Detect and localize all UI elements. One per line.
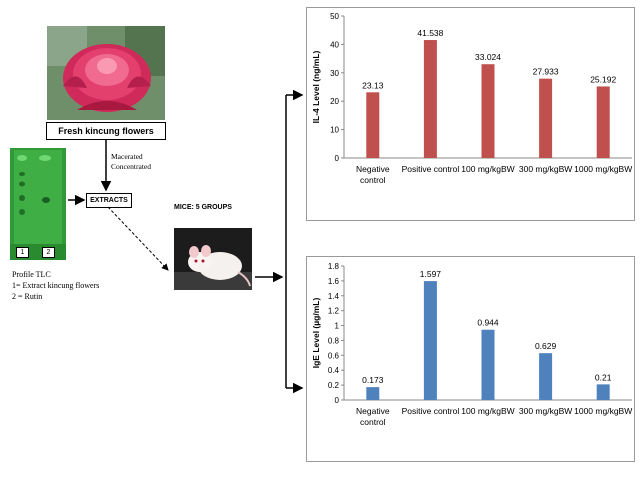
tlc-lane-1: 1 xyxy=(16,247,29,258)
il4-y-tick-label: 10 xyxy=(330,126,339,135)
il4-y-tick-label: 20 xyxy=(330,97,339,106)
ige-chart: 0 0.2 0.4 0.6 0.8 1 1.2 1.4 1.6 1.8 IgE Level (µg/… xyxy=(306,256,635,462)
ige-y-axis-label: IgE Level (µg/mL) xyxy=(311,298,321,369)
ige-category-label: 100 mg/kgBW xyxy=(461,406,514,416)
il4-y-tick-label: 0 xyxy=(335,154,340,163)
ige-y-tick-label: 0.4 xyxy=(328,366,340,375)
ige-y-tick-label: 1.6 xyxy=(328,277,340,286)
il4-category-label: Positive control xyxy=(402,164,460,174)
ige-category-label: Negative xyxy=(356,406,390,416)
ige-y-tick-label: 0.6 xyxy=(328,351,340,360)
ige-y-tick-label: 0.2 xyxy=(328,381,340,390)
il4-category-label: 300 mg/kgBW xyxy=(519,164,572,174)
tlc-lane-2: 2 xyxy=(42,247,55,258)
il4-data-label: 25.192 xyxy=(590,74,616,84)
ige-data-label: 1.597 xyxy=(420,269,442,279)
il4-y-axis-label: IL-4 Level (ng/mL) xyxy=(311,50,321,123)
ige-bar xyxy=(596,384,610,400)
ige-bar xyxy=(366,387,380,400)
il4-bar xyxy=(423,40,437,158)
ige-category-label: 300 mg/kgBW xyxy=(519,406,572,416)
process-concentrated: Concentrated xyxy=(111,162,151,171)
ige-y-tick-label: 1.2 xyxy=(328,307,340,316)
il4-category-label: control xyxy=(360,175,386,185)
mice-label: MICE: 5 GROUPS xyxy=(174,204,232,211)
ige-y-tick-label: 1.4 xyxy=(328,292,340,301)
il4-category-label: Negative xyxy=(356,164,390,174)
tlc-plate: 1 2 xyxy=(10,148,66,260)
il4-data-label: 27.933 xyxy=(533,67,559,77)
ige-bar xyxy=(423,281,437,400)
ige-category-label: 1000 mg/kgBW xyxy=(574,406,632,416)
il4-y-tick-label: 30 xyxy=(330,69,339,78)
il4-bar xyxy=(596,86,610,158)
il4-data-label: 41.538 xyxy=(417,28,443,38)
ige-y-tick-label: 1 xyxy=(335,322,340,331)
il4-category-label: 1000 mg/kgBW xyxy=(574,164,632,174)
il4-data-label: 33.024 xyxy=(475,52,501,62)
ige-data-label: 0.629 xyxy=(535,341,557,351)
il4-y-tick-label: 40 xyxy=(330,40,339,49)
il4-bar xyxy=(539,78,553,158)
mouse-photo xyxy=(174,228,252,290)
ige-bar xyxy=(481,329,495,400)
ige-bar xyxy=(539,353,553,400)
ige-data-label: 0.944 xyxy=(477,318,499,328)
flower-photo xyxy=(47,26,165,120)
ige-category-label: Positive control xyxy=(402,406,460,416)
il4-data-label: 23.13 xyxy=(362,80,384,90)
ige-y-tick-label: 0.8 xyxy=(328,336,340,345)
il4-y-tick-label: 50 xyxy=(330,12,339,21)
ige-y-tick-label: 1.8 xyxy=(328,262,340,271)
ige-data-label: 0.173 xyxy=(362,375,384,385)
ige-category-label: control xyxy=(360,417,386,427)
process-macerated: Macerated xyxy=(111,152,143,161)
il4-chart: 0 10 20 30 40 50 IL-4 Level (ng/mL) 23.13 Negati… xyxy=(306,7,635,221)
ige-data-label: 0.21 xyxy=(595,372,612,382)
tlc-caption-title: Profile TLC xyxy=(12,270,51,279)
ige-y-tick-label: 0 xyxy=(335,396,340,405)
tlc-caption-lane2: 2 = Rutin xyxy=(12,292,43,301)
il4-category-label: 100 mg/kgBW xyxy=(461,164,514,174)
il4-bar xyxy=(366,92,380,158)
il4-bar xyxy=(481,64,495,158)
tlc-caption-lane1: 1= Extract kincung flowers xyxy=(12,281,100,290)
